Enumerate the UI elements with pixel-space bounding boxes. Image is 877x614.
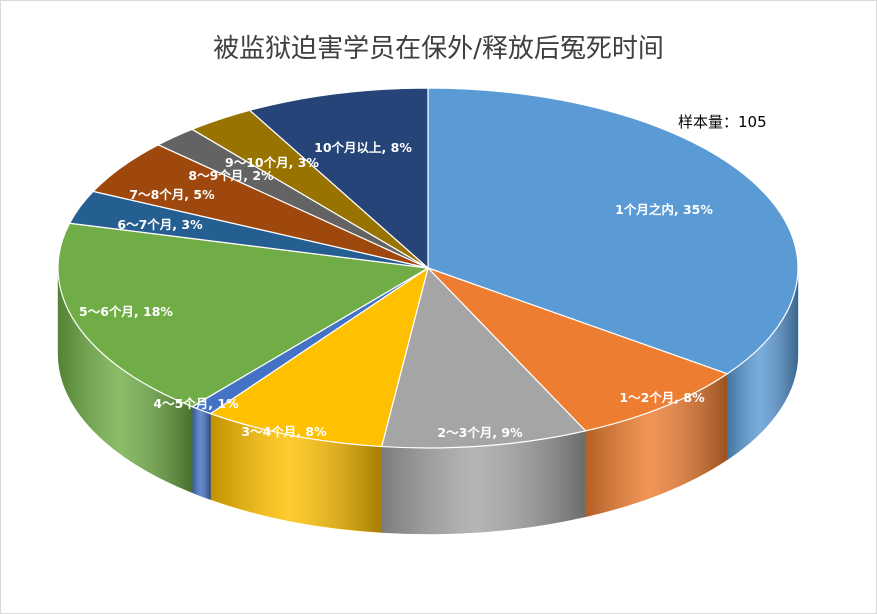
pie-side-shading bbox=[58, 268, 798, 534]
pie-side-shade-2 bbox=[381, 430, 586, 534]
pie-labels: 1个月之内, 35% 1～2个月, 8% 2～3个月, 9% 3～4个月, 8%4～5… bbox=[79, 140, 713, 440]
data-label-8: 8～9个月, 2% bbox=[188, 168, 274, 183]
pie-side-shade-0 bbox=[727, 268, 798, 460]
pie-slice-3 bbox=[209, 267, 429, 448]
data-label-5: 5～6个月, 18% bbox=[79, 304, 173, 319]
sample-size-annotation: 样本量：105 bbox=[678, 113, 767, 131]
pie-slice-2 bbox=[381, 267, 587, 449]
pie-slice-5 bbox=[57, 222, 429, 408]
data-label-4: 4～5个月, 1% bbox=[153, 396, 239, 411]
pie-side-shade-1 bbox=[585, 373, 728, 517]
data-label-7: 7～8个月, 5% bbox=[129, 187, 215, 202]
data-label-1: 1～2个月, 8% bbox=[619, 390, 705, 405]
pie-slice-0 bbox=[427, 87, 799, 375]
data-label-9: 9～10个月, 3% bbox=[225, 155, 319, 170]
data-label-2: 2～3个月, 9% bbox=[437, 425, 523, 440]
pie-slice-10 bbox=[249, 87, 429, 269]
pie-side-shade-4 bbox=[192, 406, 211, 500]
pie-top bbox=[57, 87, 799, 449]
pie-side-shade-5 bbox=[58, 268, 193, 493]
data-label-6: 6～7个月, 3% bbox=[117, 217, 203, 232]
chart-title: 被监狱迫害学员在保外/释放后冤死时间 bbox=[213, 34, 664, 64]
pie-slice-1 bbox=[427, 267, 728, 432]
data-label-10: 10个月以上, 8% bbox=[314, 140, 412, 155]
data-label-0: 1个月之内, 35% bbox=[615, 202, 713, 217]
pie-side-shade-3 bbox=[210, 413, 382, 533]
data-label-3: 3～4个月, 8% bbox=[241, 424, 327, 439]
